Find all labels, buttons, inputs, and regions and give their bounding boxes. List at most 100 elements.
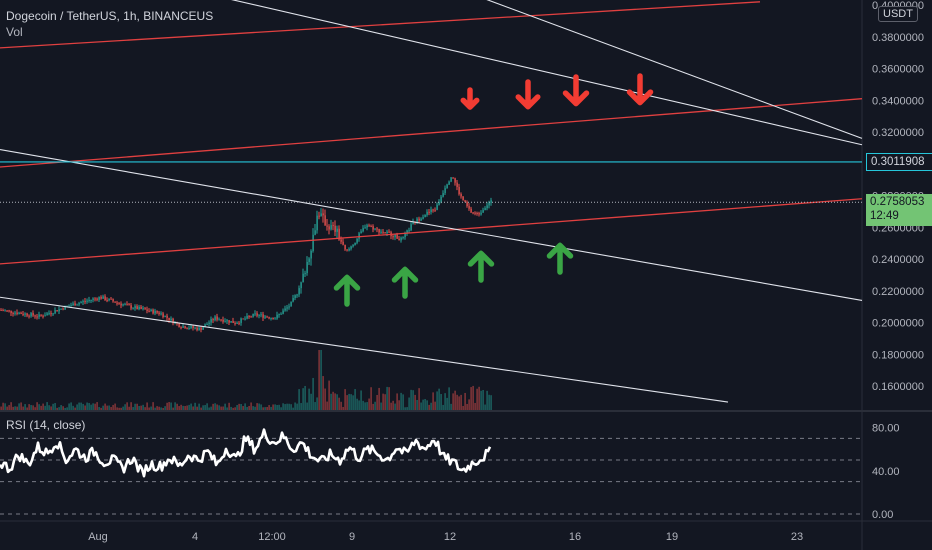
time-tick-label: 16 <box>569 531 581 543</box>
candle-body <box>142 308 144 310</box>
volume-bar <box>10 402 12 410</box>
candle-body <box>8 310 10 312</box>
candle-body <box>290 301 292 307</box>
volume-bar <box>224 403 226 410</box>
volume-bar <box>104 403 106 410</box>
volume-bar <box>306 402 308 410</box>
candle-body <box>10 310 12 313</box>
candle-body <box>384 232 386 234</box>
volume-bar <box>102 405 104 410</box>
volume-bar <box>84 405 86 410</box>
volume-bar <box>334 393 336 410</box>
last-price-tag: 0.2758053 12:49 <box>866 194 932 226</box>
volume-bar <box>240 404 242 410</box>
candle-body <box>328 226 330 230</box>
volume-bar <box>202 405 204 410</box>
volume-bar <box>106 405 108 410</box>
volume-bar <box>144 407 146 410</box>
volume-bar <box>422 399 424 410</box>
time-tick-label: 12:00 <box>258 531 286 543</box>
volume-bar <box>404 407 406 410</box>
volume-bar <box>44 405 46 410</box>
volume-bar <box>448 387 450 410</box>
volume-bar <box>24 404 26 410</box>
candle-body <box>60 308 62 310</box>
candle-body <box>98 296 100 300</box>
candle-body <box>62 308 64 310</box>
candle-body <box>190 326 192 328</box>
volume-bar <box>110 407 112 410</box>
volume-bar <box>426 400 428 410</box>
candle-body <box>108 298 110 301</box>
volume-bar <box>116 407 118 410</box>
volume-bar <box>414 394 416 410</box>
volume-bar <box>210 406 212 410</box>
volume-bar <box>370 387 372 410</box>
symbol-title: Dogecoin / TetherUS, 1h, BINANCEUS <box>6 9 214 23</box>
candle-body <box>188 327 190 329</box>
volume-bar <box>408 397 410 410</box>
candle-body <box>158 312 160 314</box>
volume-bar <box>286 403 288 410</box>
candle-body <box>220 319 222 321</box>
candle-body <box>70 305 72 307</box>
currency-badge[interactable]: USDT <box>878 6 918 22</box>
volume-bar <box>396 393 398 410</box>
red-trendline <box>0 1 761 49</box>
volume-bar <box>28 404 30 410</box>
candle-body <box>432 209 434 211</box>
candle-body <box>6 310 8 312</box>
volume-bar <box>300 403 302 410</box>
volume-bar <box>216 404 218 410</box>
candle-body <box>452 177 454 179</box>
volume-bar <box>18 403 20 410</box>
volume-bar <box>2 402 4 410</box>
candle-body <box>78 303 80 305</box>
candle-body <box>122 304 124 306</box>
volume-bar <box>366 402 368 410</box>
candle-body <box>146 309 148 311</box>
volume-bar <box>130 402 132 410</box>
candle-body <box>258 315 260 317</box>
candle-body <box>96 298 98 300</box>
candle-body <box>242 318 244 320</box>
candle-body <box>186 328 188 330</box>
candle-body <box>88 299 90 301</box>
rsi-tick-label: 40.00 <box>872 466 900 478</box>
volume-bar <box>252 406 254 410</box>
volume-bar <box>236 405 238 410</box>
volume-bar <box>274 404 276 410</box>
volume-bar <box>132 407 134 410</box>
volume-bar <box>12 406 14 410</box>
candle-body <box>210 318 212 323</box>
price-tick-label: 0.1600000 <box>872 381 924 393</box>
bar-countdown: 12:49 <box>870 210 899 222</box>
candle-body <box>418 218 420 221</box>
volume-bar <box>76 404 78 410</box>
candle-body <box>472 212 474 214</box>
white-trendline <box>230 0 863 146</box>
candle-body <box>484 208 486 210</box>
candle-body <box>132 308 134 310</box>
volume-bar <box>94 403 96 410</box>
candle-body <box>260 314 262 316</box>
candle-body <box>274 318 276 320</box>
candle-body <box>338 228 340 240</box>
candle-body <box>460 194 462 197</box>
candle-body <box>156 310 158 313</box>
time-tick-label: 23 <box>791 531 803 543</box>
last-price-value: 0.2758053 <box>870 196 925 208</box>
candle-body <box>80 302 82 304</box>
volume-bar <box>242 406 244 410</box>
candle-body <box>396 234 398 239</box>
volume-bar <box>254 406 256 410</box>
volume-bar <box>410 389 412 410</box>
candle-body <box>162 313 164 318</box>
volume-bar <box>264 407 266 410</box>
candle-body <box>56 310 58 312</box>
candle-body <box>198 327 200 331</box>
volume-bar <box>460 394 462 410</box>
volume-bar <box>66 407 68 410</box>
